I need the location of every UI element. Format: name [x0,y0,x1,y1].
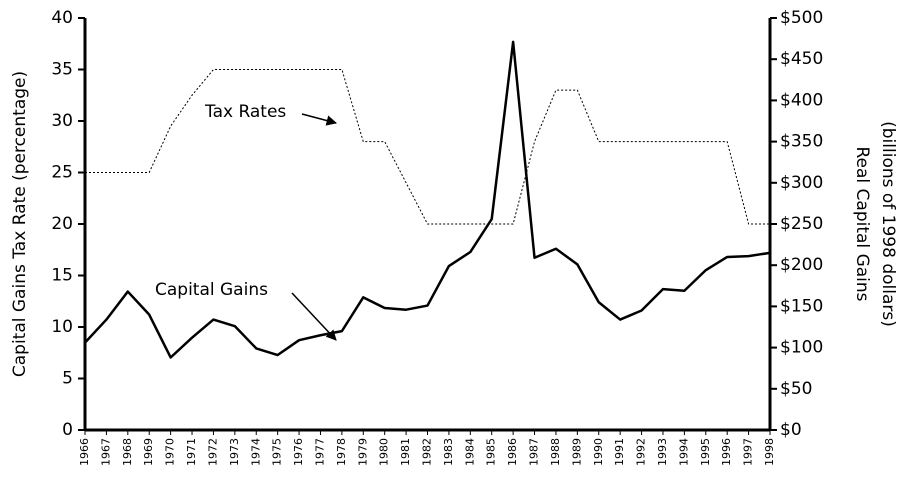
x-tick-label: 1979 [356,438,369,466]
series-line [85,69,770,225]
y-tick-label: 0 [62,420,73,440]
y2-tick-label: $500 [780,8,823,28]
x-tick-label: 1987 [528,438,541,466]
x-tick-label: 1994 [677,438,690,466]
x-tick-label: 1971 [185,438,198,466]
y2-axis-label: (billions of 1998 dollars) [878,121,898,327]
y-axis-label: Capital Gains Tax Rate (percentage) [10,71,30,377]
x-tick-label: 1997 [742,438,755,466]
x-tick-label: 1995 [699,438,712,466]
x-tick-label: 1982 [421,438,434,466]
x-tick-label: 1985 [485,438,498,466]
y-tick-label: 5 [62,369,73,389]
annotation: Capital Gains [155,280,268,300]
y-tick-label: 25 [51,163,73,183]
x-tick-label: 1973 [228,438,241,466]
annotation-arrow [301,113,338,126]
x-tick-label: 1983 [442,438,455,466]
x-tick-label: 1977 [313,438,326,466]
y2-tick-label: $400 [780,90,823,110]
x-tick-label: 1986 [506,438,519,466]
y2-tick-label: $150 [780,296,823,316]
y2-tick-label: $200 [780,255,823,275]
annotation-arrow [291,292,337,341]
y2-tick-label: $250 [780,214,823,234]
x-tick-label: 1966 [78,438,91,466]
x-tick-label: 1993 [656,438,669,466]
x-tick-label: 1996 [720,438,733,466]
x-tick-label: 1988 [549,438,562,466]
x-tick-label: 1990 [592,438,605,466]
x-tick-label: 1976 [292,438,305,466]
x-tick-label: 1972 [206,438,219,466]
x-tick-label: 1975 [271,438,284,466]
y2-axis-label: Real Capital Gains [852,146,872,301]
y-tick-label: 10 [51,317,73,337]
x-tick-label: 1989 [570,438,583,466]
x-tick-label: 1970 [164,438,177,466]
y2-tick-label: $450 [780,49,823,69]
x-tick-label: 1978 [335,438,348,466]
y-tick-label: 15 [51,266,73,286]
y2-tick-label: $300 [780,173,823,193]
x-tick-label: 1967 [99,438,112,466]
y2-tick-label: $0 [780,420,802,440]
x-tick-label: 1980 [378,438,391,466]
y-tick-label: 40 [51,8,73,28]
series-line [84,40,771,359]
x-tick-label: 1981 [399,438,412,466]
x-tick-label: 1984 [463,438,476,466]
annotation: Tax Rates [204,102,286,122]
x-tick-label: 1968 [121,438,134,466]
y2-tick-label: $100 [780,338,823,358]
x-tick-label: 1992 [635,438,648,466]
y2-tick-label: $350 [780,132,823,152]
y-tick-label: 20 [51,214,73,234]
y-tick-label: 35 [51,60,73,80]
x-tick-label: 1991 [613,438,626,466]
y2-tick-label: $50 [780,379,812,399]
y-tick-label: 30 [51,111,73,131]
x-tick-label: 1998 [763,438,776,466]
x-tick-label: 1969 [142,438,155,466]
x-tick-label: 1974 [249,438,262,466]
